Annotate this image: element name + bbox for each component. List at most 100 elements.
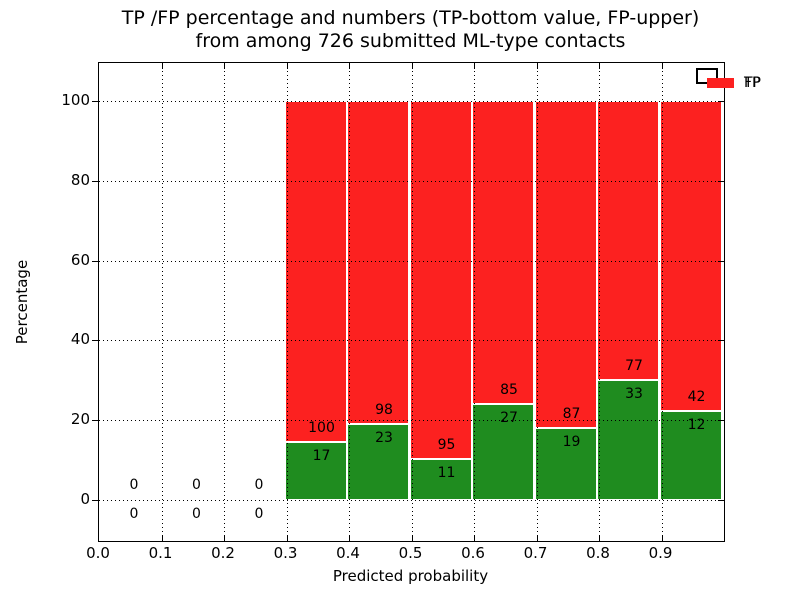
- tp-count-label: 11: [437, 464, 456, 481]
- fp-count-label: 0: [129, 477, 139, 493]
- x-tick-top: [599, 63, 600, 69]
- x-tick-label: 0.2: [211, 544, 235, 562]
- x-tick-top: [224, 63, 225, 69]
- x-tick-bottom: [349, 535, 350, 541]
- y-gridline: [99, 101, 724, 102]
- y-gridline: [99, 420, 724, 422]
- x-tick-top: [411, 63, 413, 69]
- bar-fp-segment: [472, 101, 534, 404]
- x-tick-label: 0.3: [273, 544, 298, 562]
- y-tick-left: [92, 260, 98, 262]
- bar-tp-segment: [347, 424, 409, 500]
- y-tick-label: 40: [70, 330, 90, 349]
- bar-fp-segment: [659, 101, 722, 412]
- y-gridline: [99, 340, 724, 342]
- fp-color-swatch: [707, 78, 734, 88]
- tp-count-label: 0: [129, 506, 139, 522]
- y-tick-right: [718, 101, 724, 102]
- x-tick-bottom: [474, 535, 475, 541]
- fp-count-label: 85: [500, 381, 518, 398]
- legend-label-tp: TP: [744, 75, 761, 91]
- x-gridline: [661, 63, 663, 541]
- bar-fp-segment: [534, 101, 597, 429]
- tp-count-label: 33: [625, 386, 643, 403]
- y-tick-left: [92, 101, 98, 102]
- fp-count-label: 95: [437, 436, 456, 453]
- bar-fp-segment: [597, 101, 659, 381]
- tp-count-label: 0: [192, 506, 201, 522]
- bar-tp-segment: [597, 380, 659, 500]
- tp-count-label: 12: [687, 417, 706, 434]
- y-tick-right: [718, 420, 724, 422]
- legend-item-fp: FP: [707, 76, 761, 90]
- y-axis-title: Percentage: [13, 259, 31, 345]
- x-tick-label: 0.4: [336, 544, 360, 562]
- x-tick-label: 0.5: [398, 544, 423, 562]
- chart-title-line1: TP /FP percentage and numbers (TP-bottom…: [121, 7, 700, 29]
- x-tick-bottom: [599, 535, 600, 541]
- x-tick-bottom: [536, 535, 538, 541]
- x-gridline: [599, 63, 600, 541]
- x-tick-label: 0.7: [523, 544, 548, 562]
- tp-count-label: 19: [562, 434, 581, 451]
- bar-tp-segment: [472, 403, 534, 500]
- fp-count-label: 0: [192, 477, 201, 493]
- y-tick-label: 100: [61, 91, 90, 109]
- fp-count-label: 42: [687, 389, 706, 406]
- x-tick-top: [286, 63, 288, 69]
- tp-count-label: 23: [375, 430, 393, 447]
- x-tick-bottom: [286, 535, 288, 541]
- y-tick-left: [92, 500, 98, 501]
- fp-count-label: 87: [562, 406, 581, 423]
- x-tick-label: 0.9: [648, 544, 673, 562]
- y-tick-right: [718, 260, 724, 262]
- bar-fp-segment: [284, 101, 347, 443]
- y-tick-right: [718, 500, 724, 501]
- x-gridline: [536, 63, 538, 541]
- bar-tp-segment: [409, 458, 472, 500]
- x-tick-bottom: [161, 535, 163, 541]
- x-tick-label: 0.1: [148, 544, 173, 562]
- x-gridline: [411, 63, 413, 541]
- y-tick-right: [718, 180, 724, 182]
- x-tick-label: 0.8: [586, 544, 610, 562]
- fp-count-label: 100: [308, 420, 335, 437]
- y-tick-label: 80: [70, 170, 90, 189]
- legend: TP FP: [696, 68, 761, 90]
- fp-count-label: 0: [254, 477, 264, 493]
- y-tick-left: [92, 180, 98, 182]
- x-tick-bottom: [411, 535, 413, 541]
- y-tick-label: 60: [70, 250, 90, 269]
- x-tick-label: 0.6: [461, 544, 485, 562]
- x-gridline: [474, 63, 475, 541]
- tp-count-label: 0: [254, 506, 264, 522]
- y-tick-label: 0: [80, 490, 90, 508]
- x-tick-bottom: [224, 535, 225, 541]
- bar-tp-segment: [659, 411, 722, 500]
- bar-fp-segment: [409, 101, 472, 459]
- y-tick-left: [92, 340, 98, 342]
- x-gridline: [349, 63, 350, 541]
- bar-tp-segment: [534, 428, 597, 500]
- chart-title-line2: from among 726 submitted ML-type contact…: [195, 30, 626, 52]
- x-gridline: [286, 63, 288, 541]
- x-tick-top: [349, 63, 350, 69]
- tp-count-label: 27: [500, 409, 518, 426]
- tp-count-label: 17: [312, 448, 331, 465]
- x-gridline: [224, 63, 225, 541]
- bar-tp-segment: [284, 442, 347, 500]
- x-axis-title: Predicted probability: [332, 567, 489, 585]
- fp-count-label: 77: [625, 358, 643, 375]
- fp-count-label: 98: [375, 402, 393, 419]
- x-tick-top: [536, 63, 538, 69]
- x-tick-top: [474, 63, 475, 69]
- y-gridline: [99, 260, 724, 262]
- x-tick-bottom: [661, 535, 663, 541]
- legend-label-fp: FP: [744, 75, 761, 91]
- y-tick-right: [718, 340, 724, 342]
- x-gridline: [161, 63, 163, 541]
- x-tick-top: [161, 63, 163, 69]
- bar-fp-segment: [347, 101, 409, 425]
- y-gridline: [99, 180, 724, 182]
